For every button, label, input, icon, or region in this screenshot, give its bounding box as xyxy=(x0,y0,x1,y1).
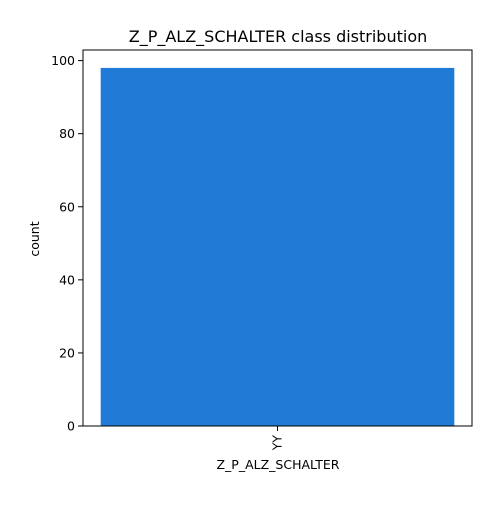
x-tick-label: YY xyxy=(270,435,285,452)
plot-area: 0 20 40 60 80 100 YY xyxy=(51,49,473,451)
y-tick-label: 100 xyxy=(51,53,75,68)
y-tick-label: 80 xyxy=(59,126,75,141)
chart-title: Z_P_ALZ_SCHALTER class distribution xyxy=(129,27,428,47)
y-tick-label: 40 xyxy=(59,272,75,287)
bar-yy xyxy=(100,67,455,427)
x-axis-ticks: YY xyxy=(270,426,285,451)
y-axis-ticks: 0 20 40 60 80 100 xyxy=(51,53,83,434)
y-tick-label: 20 xyxy=(59,345,75,360)
bars-group xyxy=(100,67,455,427)
y-axis-label: count xyxy=(27,221,42,256)
x-axis-label: Z_P_ALZ_SCHALTER xyxy=(216,457,339,472)
y-tick-label: 60 xyxy=(59,199,75,214)
y-tick-label: 0 xyxy=(67,419,75,434)
